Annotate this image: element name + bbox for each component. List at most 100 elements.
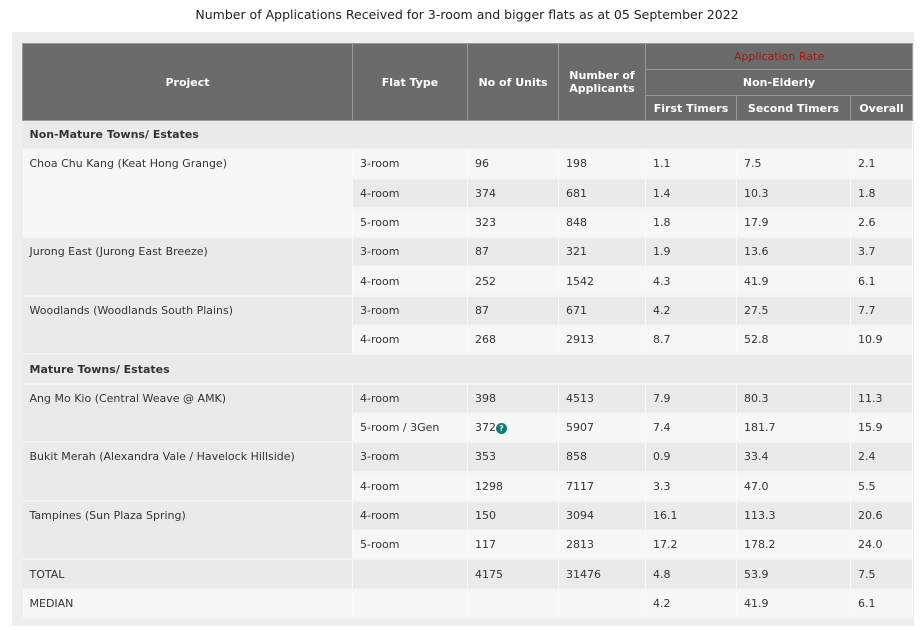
flat-type-text: 4-room <box>360 391 400 405</box>
first-timers-rate-text: 1.9 <box>653 245 671 259</box>
units: 323 <box>467 207 559 239</box>
flat-type <box>352 559 468 590</box>
table-row: 5-room 323 848 1.8 17.9 2.6 <box>23 207 914 239</box>
flat-type-text: 4-room <box>360 186 400 200</box>
second-timers-rate: 52.8 <box>736 325 851 356</box>
applicants-text: 321 <box>566 245 587 259</box>
second-timers-rate: 33.4 <box>736 442 851 473</box>
flat-type: 4-room <box>352 325 468 356</box>
units: 117 <box>467 530 559 561</box>
flat-type-text: 4-room <box>360 274 400 288</box>
flat-type <box>352 588 468 620</box>
project-name-text: Woodlands (Woodlands South Plains) <box>29 303 234 317</box>
applicants-text: 2913 <box>566 333 594 347</box>
first-timers-rate: 1.9 <box>645 237 737 268</box>
applicants-text: 1542 <box>566 274 594 288</box>
overall-rate: 20.6 <box>850 500 914 532</box>
flat-type: 4-room <box>352 471 468 502</box>
second-timers-rate-text: 41.9 <box>744 274 769 288</box>
flat-type-text: 3-room <box>360 450 400 464</box>
info-icon[interactable]: ? <box>496 422 507 434</box>
applicants-text: 3094 <box>566 509 594 522</box>
total-row: TOTAL 4175 31476 4.8 53.9 7.5 <box>22 559 914 590</box>
overall-rate-text: 10.9 <box>858 333 883 347</box>
second-timers-rate-text: 47.0 <box>744 479 769 493</box>
applicants <box>558 588 646 620</box>
units: 252 <box>467 266 559 297</box>
overall-rate: 3.7 <box>850 237 914 268</box>
flat-type-text: 4-room <box>360 479 400 493</box>
overall-rate-text: 3.7 <box>858 245 876 259</box>
applicants-text: 5907 <box>566 421 594 435</box>
overall-rate-text: 11.3 <box>858 391 883 405</box>
overall-rate: 2.4 <box>850 442 914 473</box>
table-row: 5-room / 3Gen 372? 5907 7.4 181.7 15.9 <box>23 412 914 444</box>
applicants: 31476 <box>558 559 646 590</box>
project-name: Jurong East (Jurong East Breeze) <box>22 237 353 297</box>
units-text: 353 <box>475 450 496 464</box>
flat-type-text: 3-room <box>360 245 400 259</box>
flat-type-text: 3-room <box>360 303 400 317</box>
second-timers-rate-text: 41.9 <box>744 596 769 610</box>
first-timers-rate: 7.9 <box>645 383 737 414</box>
table-row: 5-room 117 2813 17.2 178.2 24.0 <box>23 530 914 561</box>
second-timers-rate: 41.9 <box>736 266 851 297</box>
overall-rate: 1.8 <box>850 178 914 209</box>
section-label-text: Non-Mature Towns/ Estates <box>29 128 199 142</box>
header-non-elderly: Non-Elderly <box>644 69 914 96</box>
units: 87 <box>467 237 559 268</box>
first-timers-rate-text: 0.9 <box>653 450 671 464</box>
overall-rate-text: 6.1 <box>858 596 876 610</box>
second-timers-rate-text: 17.9 <box>744 216 769 230</box>
units-text: 87 <box>475 245 489 259</box>
units-text: 96 <box>475 157 489 171</box>
second-timers-rate: 113.3 <box>736 500 851 532</box>
units-text: 268 <box>475 333 496 347</box>
first-timers-rate-text: 3.3 <box>653 479 671 493</box>
overall-rate-text: 6.1 <box>858 274 876 288</box>
applicants: 848 <box>558 207 646 239</box>
units: 150 <box>467 500 559 532</box>
first-timers-rate-text: 7.9 <box>653 391 671 405</box>
overall-rate: 2.6 <box>850 207 914 239</box>
first-timers-rate: 17.2 <box>645 530 737 561</box>
median-label-text: MEDIAN <box>29 596 74 610</box>
applicants: 7117 <box>558 471 646 502</box>
units-text: 117 <box>475 538 496 552</box>
second-timers-rate: 80.3 <box>736 383 851 414</box>
units-text: 150 <box>475 509 496 522</box>
units-text: 252 <box>475 274 496 288</box>
table-row: Tampines (Sun Plaza Spring) 4-room 150 3094… <box>22 500 914 561</box>
first-timers-rate: 8.7 <box>645 325 737 356</box>
applicants-text: 4513 <box>566 391 594 405</box>
median-row: MEDIAN 4.2 41.9 6.1 <box>22 588 914 620</box>
applicants: 681 <box>558 178 646 209</box>
flat-type-text: 4-room <box>360 333 400 347</box>
first-timers-rate-text: 16.1 <box>653 509 678 522</box>
applicants-text: 681 <box>566 186 587 200</box>
overall-rate: 7.7 <box>850 295 914 327</box>
first-timers-rate: 4.2 <box>645 295 737 327</box>
second-timers-rate-text: 80.3 <box>744 391 769 405</box>
table-row: Choa Chu Kang (Keat Hong Grange) 3-room 96… <box>22 149 914 239</box>
flat-type: 3-room <box>352 149 468 180</box>
header-project: Project <box>22 43 353 121</box>
project-name: Choa Chu Kang (Keat Hong Grange) <box>22 149 353 239</box>
flat-type-text: 3-room <box>360 157 400 171</box>
section-row: Non-Mature Towns/ Estates <box>22 120 914 151</box>
second-timers-rate: 47.0 <box>736 471 851 502</box>
overall-rate: 6.1 <box>850 588 914 620</box>
section-label: Non-Mature Towns/ Estates <box>22 120 914 151</box>
second-timers-rate-text: 27.5 <box>744 303 769 317</box>
header-application-rate: Application Rate <box>644 43 914 70</box>
second-timers-rate-text: 33.4 <box>744 450 769 464</box>
units: 353 <box>467 442 559 473</box>
overall-rate-text: 2.4 <box>858 450 876 464</box>
overall-rate-text: 7.7 <box>858 303 876 317</box>
first-timers-rate-text: 4.2 <box>653 303 671 317</box>
applicants: 5907 <box>558 412 646 444</box>
first-timers-rate-text: 17.2 <box>653 538 678 552</box>
table-row: 4-room 252 1542 4.3 41.9 6.1 <box>23 266 914 297</box>
first-timers-rate: 4.8 <box>645 559 737 590</box>
first-timers-rate: 3.3 <box>645 471 737 502</box>
